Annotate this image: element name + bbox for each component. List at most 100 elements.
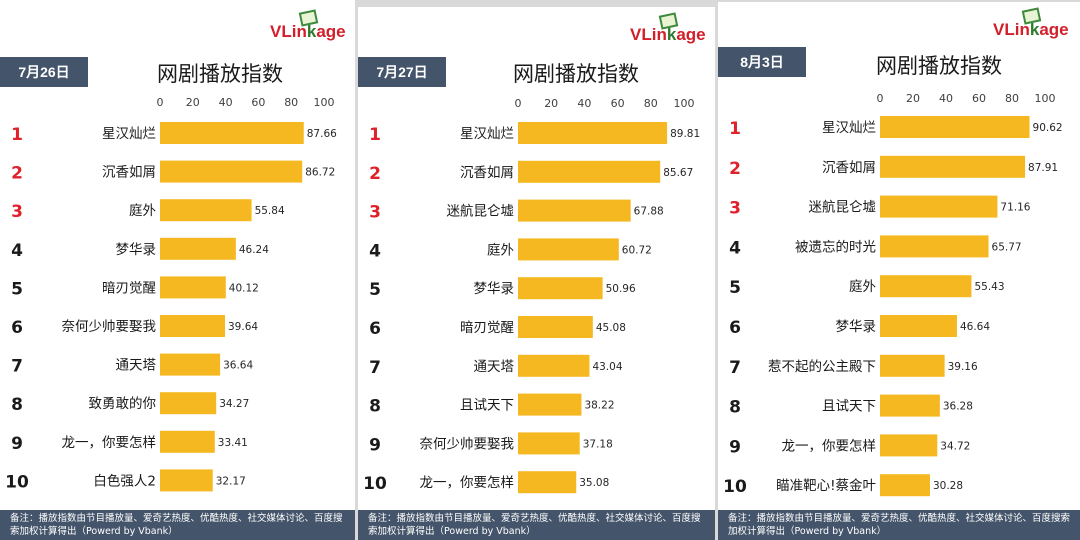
rank-number: 5 xyxy=(369,280,381,300)
category-label: 沉香如屑 xyxy=(102,165,156,181)
data-label: 46.64 xyxy=(960,321,990,333)
category-label: 奈何少帅要娶我 xyxy=(62,319,157,335)
category-label: 瞄准靶心!蔡金叶 xyxy=(776,478,876,494)
data-label: 50.96 xyxy=(606,283,636,295)
category-label: 沉香如屑 xyxy=(460,165,514,181)
footer-note: 备注：播放指数由节目播放量、爱奇艺热度、优酷热度、社交媒体讨论、百度搜索加权计算… xyxy=(0,510,355,540)
data-label: 65.77 xyxy=(992,241,1022,253)
bar xyxy=(880,394,940,417)
rank-number: 3 xyxy=(369,203,381,223)
data-label: 33.41 xyxy=(218,437,248,449)
data-label: 36.28 xyxy=(943,401,973,413)
category-label: 梦华录 xyxy=(836,319,877,335)
category-label: 白色强人2 xyxy=(93,472,156,489)
category-label: 庭外 xyxy=(129,202,156,219)
bar xyxy=(518,238,619,261)
bar xyxy=(160,199,252,222)
chart-panel-1: VLinkage 7月26日 网剧播放指数 0 20 40 60 80 100 1 星汉灿烂 8… xyxy=(0,0,355,540)
data-label: 90.62 xyxy=(1033,122,1063,134)
rank-number: 2 xyxy=(729,159,741,179)
date-label: 8月3日 xyxy=(718,47,806,77)
vlinkage-logo: VLinkage xyxy=(270,22,346,41)
x-tick-label: 60 xyxy=(251,96,265,109)
data-label: 35.08 xyxy=(579,477,609,489)
bar xyxy=(160,392,217,415)
rank-number: 10 xyxy=(723,477,747,497)
x-tick-label: 0 xyxy=(157,96,164,109)
x-tick-label: 100 xyxy=(674,97,695,110)
date-label: 7月26日 xyxy=(0,57,88,87)
x-tick-label: 20 xyxy=(906,92,920,105)
rank-number: 5 xyxy=(729,278,741,298)
category-label: 庭外 xyxy=(487,241,515,258)
chart-title: 网剧播放指数 xyxy=(513,62,639,86)
category-label: 星汉灿烂 xyxy=(102,126,156,142)
bar xyxy=(880,275,972,298)
data-label: 30.28 xyxy=(933,480,963,492)
bar xyxy=(160,353,221,376)
data-label: 55.43 xyxy=(974,281,1004,293)
data-label: 39.16 xyxy=(948,361,978,373)
category-label: 暗刃觉醒 xyxy=(460,320,514,336)
category-label: 星汉灿烂 xyxy=(822,120,876,136)
rank-number: 6 xyxy=(11,318,23,338)
chart-panel-3: VLinkage 8月3日 网剧播放指数 0 20 40 60 80 100 1 星汉灿烂 90… xyxy=(718,2,1080,540)
bar xyxy=(518,316,593,338)
data-label: 55.84 xyxy=(255,205,285,217)
x-tick-label: 60 xyxy=(611,97,625,110)
rank-number: 3 xyxy=(729,199,741,219)
rank-number: 1 xyxy=(729,119,741,139)
data-label: 67.88 xyxy=(634,206,664,218)
data-label: 34.72 xyxy=(940,440,970,452)
bar xyxy=(160,276,226,299)
rank-number: 8 xyxy=(11,395,23,415)
chart-title: 网剧播放指数 xyxy=(876,54,1002,78)
category-label: 惹不起的公主殿下 xyxy=(768,359,876,375)
rank-number: 7 xyxy=(369,358,381,378)
bar xyxy=(518,354,590,377)
x-tick-label: 40 xyxy=(577,97,591,110)
bar xyxy=(518,393,582,416)
data-label: 43.04 xyxy=(592,361,622,373)
data-label: 36.64 xyxy=(223,360,253,372)
rank-number: 10 xyxy=(363,474,387,494)
data-label: 60.72 xyxy=(622,244,652,256)
data-label: 32.17 xyxy=(216,475,246,487)
data-label: 89.81 xyxy=(670,128,700,140)
category-label: 暗刃觉醒 xyxy=(102,280,156,296)
x-tick-label: 80 xyxy=(644,97,658,110)
bar xyxy=(880,155,1026,178)
bar xyxy=(880,474,930,497)
x-tick-label: 20 xyxy=(544,97,558,110)
rank-number: 5 xyxy=(11,279,23,299)
category-label: 龙一，你要怎样 xyxy=(782,438,877,454)
rank-number: 6 xyxy=(369,319,381,339)
category-label: 沉香如屑 xyxy=(822,160,876,176)
rank-number: 7 xyxy=(11,357,23,377)
vlinkage-logo: VLinkage xyxy=(993,20,1069,39)
rank-number: 4 xyxy=(369,241,381,261)
x-tick-label: 40 xyxy=(219,96,233,109)
category-label: 龙一，你要怎样 xyxy=(62,435,157,451)
category-label: 庭外 xyxy=(849,278,877,295)
data-label: 40.12 xyxy=(229,282,259,294)
data-label: 86.72 xyxy=(305,167,335,179)
bar xyxy=(160,122,304,144)
rank-number: 7 xyxy=(729,358,741,378)
category-label: 被遗忘的时光 xyxy=(795,239,876,255)
x-tick-label: 80 xyxy=(1005,92,1019,105)
bar xyxy=(160,237,236,260)
category-label: 星汉灿烂 xyxy=(460,126,514,142)
bar xyxy=(518,277,603,300)
rank-number: 10 xyxy=(5,472,29,492)
data-label: 87.66 xyxy=(307,128,337,140)
x-tick-label: 20 xyxy=(186,96,200,109)
rank-number: 4 xyxy=(729,238,741,258)
bar xyxy=(880,235,989,258)
chart-panel-2: VLinkage 7月27日 网剧播放指数 0 20 40 60 80 100 1 星汉灿烂 8… xyxy=(358,7,715,540)
x-tick-label: 0 xyxy=(515,97,522,110)
category-label: 且试天下 xyxy=(822,399,876,415)
bar xyxy=(880,354,945,377)
x-tick-label: 100 xyxy=(1035,92,1056,105)
